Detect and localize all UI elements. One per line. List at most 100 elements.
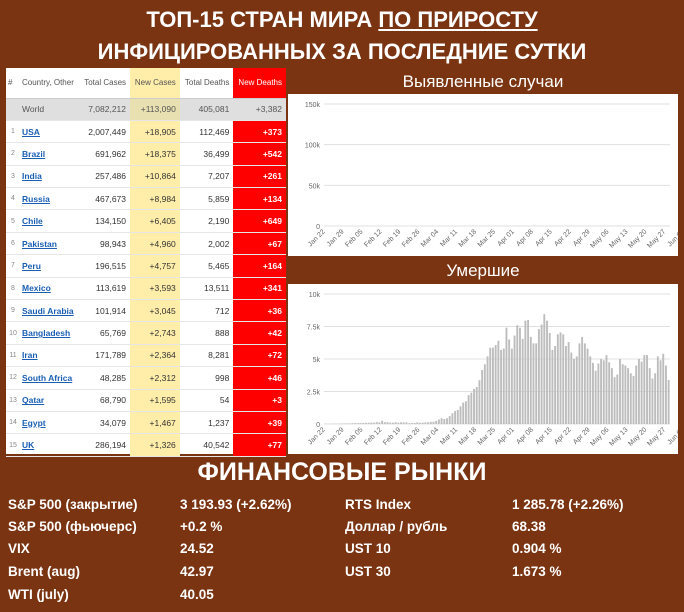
- x-tick-label: Apr 22: [553, 228, 573, 248]
- country-link[interactable]: UK: [22, 440, 35, 451]
- total-deaths-cell: 998: [179, 366, 234, 390]
- deaths-chart-title: Умершие: [446, 261, 520, 280]
- bar: [621, 364, 624, 424]
- new-deaths-cell: +39: [233, 411, 286, 435]
- bar: [567, 342, 570, 424]
- covid-table-panel: # Country, Other Total Cases New Cases T…: [6, 68, 286, 457]
- col-index-header[interactable]: #: [6, 68, 20, 99]
- total-deaths-cell: 1,237: [179, 411, 234, 435]
- bar: [543, 314, 546, 424]
- x-tick-label: May 06: [589, 228, 610, 249]
- y-tick-label: 100k: [305, 143, 321, 150]
- col-country-header[interactable]: Country, Other: [20, 68, 80, 99]
- country-link[interactable]: Russia: [22, 193, 50, 204]
- bar: [459, 406, 462, 424]
- country-link[interactable]: India: [22, 171, 42, 182]
- bar: [551, 349, 554, 424]
- country-link[interactable]: Egypt: [22, 417, 46, 428]
- fin-label-rts: RTS Index: [345, 497, 412, 512]
- new-cases-cell: +10,864: [130, 165, 180, 189]
- col-new-cases-header[interactable]: New Cases: [130, 68, 180, 99]
- bar: [540, 324, 543, 424]
- bar: [602, 360, 605, 424]
- country-link[interactable]: Brazil: [22, 148, 46, 159]
- title-part1: ТОП-15 СТРАН МИРА: [146, 7, 379, 32]
- world-total-deaths: 405,081: [179, 98, 234, 121]
- country-link[interactable]: Iran: [22, 350, 38, 361]
- x-tick-label: Jun 03: [666, 426, 678, 446]
- bar: [562, 334, 565, 424]
- cases-chart: 0 50k 100k 150k Jan 22 Jan 29 Feb 05 Feb 12 Feb …: [288, 94, 684, 256]
- world-label: World: [20, 98, 80, 121]
- x-tick-label: Apr 15: [534, 426, 554, 446]
- fin-value-rts: 1 285.78 (+2.26%): [512, 497, 624, 512]
- bar: [589, 356, 592, 424]
- x-tick-label: Apr 08: [515, 426, 535, 446]
- bar: [348, 423, 351, 424]
- country-link[interactable]: South Africa: [22, 372, 73, 383]
- bar: [548, 333, 551, 424]
- bar: [473, 389, 475, 424]
- fin-value-ust10: 0.904 %: [512, 541, 562, 556]
- total-cases-cell: 134,150: [79, 209, 131, 233]
- total-cases-cell: 65,769: [79, 321, 131, 345]
- bar: [427, 422, 430, 424]
- bar: [651, 378, 654, 424]
- total-cases-cell: 98,943: [79, 232, 131, 256]
- y-tick-label: 0: [316, 422, 320, 429]
- x-tick-label: Mar 18: [458, 228, 478, 248]
- bar: [367, 422, 370, 424]
- country-link[interactable]: Peru: [22, 260, 41, 271]
- x-tick-label: Mar 25: [477, 228, 497, 248]
- col-total-cases-header[interactable]: Total Cases: [79, 68, 131, 99]
- col-total-deaths-header[interactable]: Total Deaths: [179, 68, 234, 99]
- total-cases-cell: 2,007,449: [79, 120, 131, 144]
- bar: [381, 420, 384, 424]
- bar: [362, 422, 365, 424]
- bar: [435, 420, 438, 424]
- total-deaths-cell: 7,207: [179, 165, 234, 189]
- bar: [667, 380, 670, 424]
- x-tick-label: May 13: [608, 426, 629, 447]
- bar: [354, 423, 357, 424]
- total-deaths-cell: 2,190: [179, 209, 234, 233]
- total-deaths-cell: 888: [179, 321, 234, 345]
- bar: [478, 380, 481, 424]
- x-tick-label: Jan 29: [326, 228, 346, 248]
- fin-value-vix: 24.52: [180, 541, 214, 556]
- new-deaths-cell: +341: [233, 277, 286, 301]
- country-link[interactable]: Bangladesh: [22, 328, 71, 339]
- y-tick-label: 5k: [313, 357, 321, 364]
- country-link[interactable]: Saudi Arabia: [22, 305, 74, 316]
- x-tick-label: Mar 11: [439, 426, 459, 446]
- country-link[interactable]: Mexico: [22, 283, 51, 294]
- total-deaths-cell: 8,281: [179, 344, 234, 368]
- bar: [592, 362, 594, 424]
- bar: [532, 343, 535, 424]
- row-index: 11: [6, 344, 20, 368]
- x-tick-label: Feb 12: [363, 426, 383, 446]
- new-cases-cell: +1,326: [130, 433, 180, 457]
- row-index: 2: [6, 142, 20, 166]
- bar: [373, 422, 375, 424]
- fin-label-brent: Brent (aug): [8, 564, 80, 579]
- new-deaths-cell: +36: [233, 299, 286, 323]
- fin-value-brent: 42.97: [180, 564, 214, 579]
- country-link[interactable]: Pakistan: [22, 238, 57, 249]
- total-cases-cell: 467,673: [79, 187, 131, 211]
- country-link[interactable]: USA: [22, 126, 40, 137]
- bar: [546, 320, 548, 424]
- new-cases-cell: +2,364: [130, 344, 180, 368]
- bar: [564, 346, 567, 424]
- total-deaths-cell: 5,465: [179, 254, 234, 278]
- col-new-deaths-header[interactable]: New Deaths: [233, 68, 286, 99]
- country-link[interactable]: Chile: [22, 216, 43, 227]
- x-tick-label: Mar 18: [458, 426, 478, 446]
- table-row: 6 Pakistan 98,943 +4,960 2,002 +67: [6, 232, 286, 256]
- country-link[interactable]: Qatar: [22, 395, 45, 406]
- new-deaths-cell: +542: [233, 142, 286, 166]
- bar: [648, 368, 651, 424]
- fin-label-sp500-close: S&P 500 (закрытие): [8, 497, 138, 512]
- bar: [597, 363, 600, 424]
